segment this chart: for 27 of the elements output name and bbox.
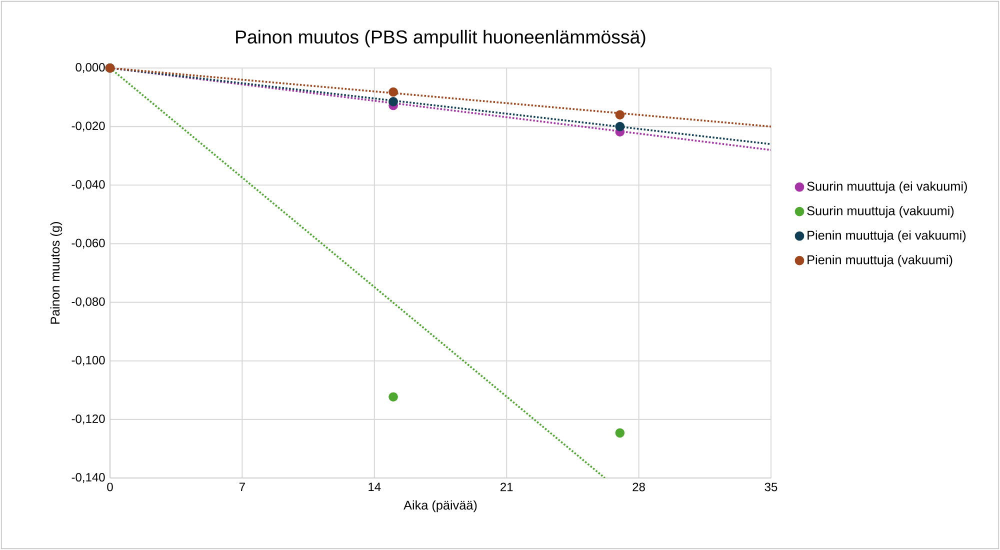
legend-label: Suurin muuttuja (vakuumi) <box>807 206 954 218</box>
x-tick-label: 14 <box>368 482 381 491</box>
y-axis-title: Painon muutos (g) <box>50 222 62 324</box>
x-tick-label: 28 <box>632 482 645 492</box>
y-tick-label: -0,100 <box>72 356 105 366</box>
point <box>615 122 625 132</box>
point <box>615 110 625 120</box>
legend-label: Suurin muuttuja (ei vakuumi) <box>807 181 967 194</box>
x-tick-label: 7 <box>239 482 245 491</box>
y-tick-label: -0,020 <box>72 122 105 132</box>
x-tick-label: 35 <box>764 482 778 492</box>
x-axis-title: Aika (päivää) <box>404 500 477 512</box>
y-tick-label: -0,120 <box>72 414 105 424</box>
point <box>388 87 398 97</box>
y-tick-label: -0,080 <box>72 297 105 308</box>
x-tick-label: 0 <box>107 482 113 492</box>
legend-label: Pienin muuttuja (ei vakuumi) <box>808 230 966 242</box>
y-tick-label: 0,000 <box>76 63 105 73</box>
y-tick-label: -0,040 <box>72 180 105 190</box>
point <box>388 97 398 106</box>
point <box>388 392 398 402</box>
x-tick-label: 21 <box>500 482 513 492</box>
y-tick-label: -0,060 <box>72 238 105 249</box>
point <box>615 428 625 438</box>
y-tick-label: -0,140 <box>72 473 105 483</box>
legend-label: Pienin muuttuja (vakuumi) <box>808 254 952 267</box>
chart-title: Painon muutos (PBS ampullit huoneenlämmössä) <box>236 30 646 48</box>
